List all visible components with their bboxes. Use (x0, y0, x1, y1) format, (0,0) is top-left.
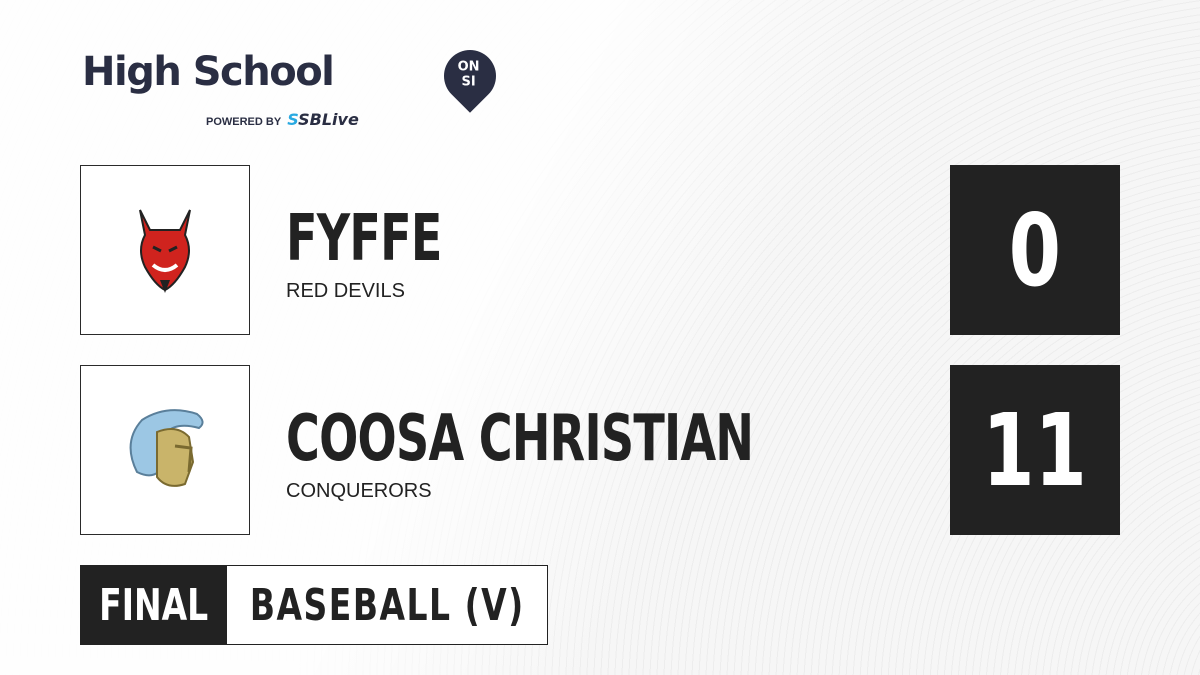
sblive-logo: SSBLive (287, 110, 359, 129)
high-school-on-si-logo: High School ON SI POWERED BY SSBLive (82, 39, 512, 134)
team-name: FYFFE (286, 202, 442, 276)
score-value: 11 (982, 391, 1088, 509)
team-mascot: RED DEVILS (286, 280, 405, 302)
on-si-pin-icon: ON SI (433, 39, 507, 113)
status-label: FINAL (99, 579, 209, 631)
powered-by: POWERED BY SSBLive (206, 110, 359, 130)
sblive-text: SBLive (298, 110, 359, 129)
team-logo (80, 165, 250, 335)
team-score: 11 (950, 365, 1120, 535)
badge-top: ON (457, 59, 480, 75)
logo-title: High School (82, 49, 335, 95)
team-mascot: CONQUERORS (286, 480, 432, 502)
team-logo (80, 365, 250, 535)
team-score: 0 (950, 165, 1120, 335)
sport-text: BASEBALL (V) (249, 579, 525, 631)
score-value: 0 (1008, 191, 1062, 309)
badge-bottom: SI (461, 74, 476, 90)
powered-by-label: POWERED BY (206, 116, 282, 128)
team-name: COOSA CHRISTIAN (286, 402, 754, 476)
red-devil-icon (139, 209, 191, 293)
trojan-helmet-icon (129, 409, 204, 487)
sport-label: BASEBALL (V) (227, 566, 547, 644)
game-status-bar: FINAL BASEBALL (V) (80, 565, 548, 645)
final-badge: FINAL (81, 566, 227, 644)
team-row-away: COOSA CHRISTIAN CONQUERORS 11 (80, 365, 1120, 535)
sblive-prefix: S (287, 110, 299, 129)
team-row-home: FYFFE RED DEVILS 0 (80, 165, 1120, 335)
